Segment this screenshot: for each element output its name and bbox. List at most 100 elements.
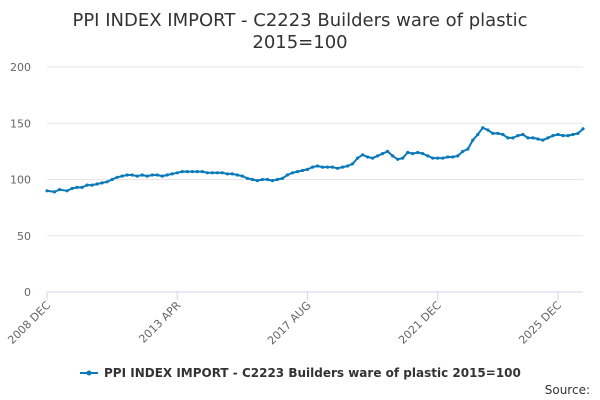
data-point	[320, 165, 325, 169]
data-point	[481, 126, 485, 130]
x-axis-ticks: 2008 DEC 2013 APR 2017 AUG 2021 DEC 2025 DEC	[5, 292, 564, 347]
data-point	[391, 154, 395, 158]
data-point	[386, 149, 390, 153]
data-point	[356, 156, 360, 160]
data-point	[516, 134, 520, 138]
data-point	[105, 180, 109, 184]
data-point	[115, 175, 119, 179]
data-point	[361, 153, 365, 157]
data-point	[125, 173, 129, 177]
data-point	[90, 183, 94, 187]
data-point	[250, 177, 254, 182]
data-point	[456, 154, 460, 158]
data-point	[110, 177, 114, 182]
source-label: Source:	[545, 383, 590, 397]
data-point	[285, 173, 289, 177]
data-point	[325, 165, 330, 169]
data-point	[431, 156, 435, 160]
data-point	[330, 165, 335, 169]
data-point	[180, 170, 184, 174]
legend[interactable]: PPI INDEX IMPORT - C2223 Builders ware o…	[80, 366, 521, 380]
data-point	[70, 186, 74, 191]
data-point	[401, 156, 405, 160]
data-point	[371, 156, 375, 160]
x-tick-label: 2017 AUG	[265, 299, 314, 348]
data-point	[45, 189, 49, 193]
data-point	[411, 152, 415, 156]
data-point	[290, 171, 295, 175]
data-point	[190, 170, 194, 174]
data-point	[576, 131, 580, 135]
data-point	[351, 162, 355, 166]
data-point	[526, 136, 530, 140]
data-point	[235, 173, 239, 177]
data-point	[426, 154, 430, 158]
data-point	[305, 167, 310, 171]
data-point	[406, 150, 410, 155]
gridlines	[47, 66, 583, 293]
data-point	[571, 132, 575, 137]
y-axis-ticks: 0 50 100 150 200	[10, 61, 31, 299]
data-point	[165, 173, 169, 177]
data-point	[52, 190, 57, 194]
x-tick-label: 2021 DEC	[396, 299, 444, 347]
data-point	[381, 152, 385, 156]
data-point	[255, 179, 259, 183]
data-point	[240, 174, 244, 178]
y-tick-label: 100	[10, 174, 31, 187]
data-point	[265, 177, 269, 182]
data-point	[75, 185, 79, 189]
data-point	[341, 165, 345, 169]
data-point	[170, 172, 174, 176]
data-point	[566, 134, 570, 138]
data-point	[135, 174, 139, 178]
x-tick-label: 2013 APR	[136, 299, 183, 346]
data-point	[496, 131, 500, 135]
data-point	[130, 173, 134, 177]
data-point	[466, 147, 470, 151]
data-point	[546, 136, 550, 140]
data-point	[536, 137, 540, 141]
series-line[interactable]	[46, 126, 584, 193]
data-point	[315, 164, 320, 168]
data-point	[175, 171, 179, 175]
data-point	[561, 134, 565, 138]
data-point	[346, 164, 350, 168]
data-point	[205, 171, 209, 175]
data-point	[185, 170, 189, 174]
data-point	[145, 174, 149, 178]
data-point	[476, 132, 480, 137]
legend-item-label: PPI INDEX IMPORT - C2223 Builders ware o…	[104, 366, 521, 380]
data-point	[295, 170, 300, 174]
data-point	[95, 182, 99, 186]
data-point	[57, 188, 62, 192]
data-point	[150, 173, 154, 177]
data-point	[396, 157, 400, 161]
data-point	[300, 168, 305, 173]
data-point	[100, 181, 104, 185]
data-point	[335, 166, 340, 170]
data-point	[551, 134, 555, 138]
data-point	[220, 171, 224, 175]
data-point	[416, 150, 420, 155]
data-point	[511, 136, 515, 140]
data-point	[541, 138, 545, 142]
data-point	[461, 149, 465, 153]
data-point	[521, 132, 525, 137]
data-point	[200, 170, 204, 174]
data-point	[501, 132, 505, 137]
data-point	[210, 171, 214, 175]
series-points	[45, 126, 585, 194]
data-point	[581, 127, 585, 131]
data-point	[531, 136, 535, 140]
data-point	[275, 177, 279, 182]
data-point	[270, 179, 274, 183]
data-point	[421, 152, 425, 156]
data-point	[85, 183, 89, 187]
data-point	[436, 156, 440, 160]
data-point	[155, 173, 159, 177]
data-point	[120, 174, 124, 178]
data-point	[230, 172, 234, 176]
data-point	[366, 155, 370, 159]
